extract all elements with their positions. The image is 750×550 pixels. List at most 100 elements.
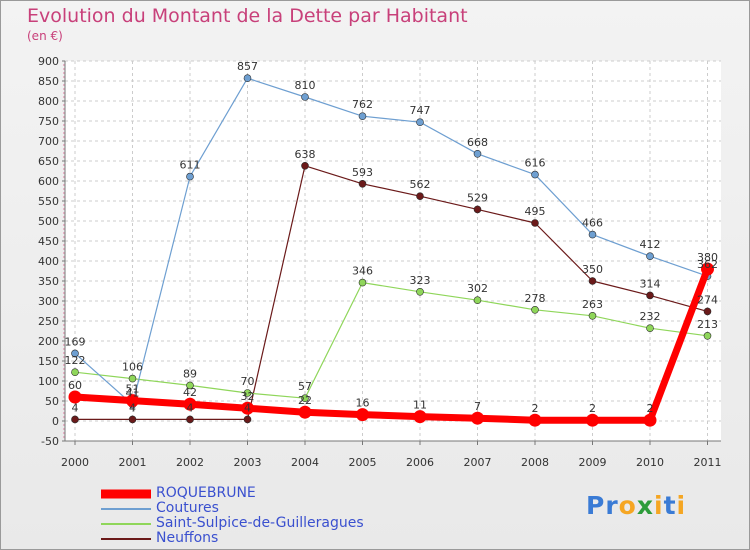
data-label-roquebrune: 2 — [647, 402, 654, 415]
x-tick-label: 2009 — [579, 456, 607, 469]
y-tick-label: 400 — [38, 255, 59, 268]
data-point-neuffons — [128, 415, 137, 424]
data-label-coutures: 41 — [126, 387, 140, 400]
data-label-roquebrune: 42 — [183, 386, 197, 399]
x-tick-label: 2011 — [694, 456, 722, 469]
y-tick-label: 250 — [38, 315, 59, 328]
data-label-roquebrune: 380 — [697, 251, 718, 264]
data-point-saint-sulpice-de-guilleragues — [703, 331, 712, 340]
data-label-saint-sulpice-de-guilleragues: 89 — [183, 367, 197, 380]
data-label-coutures: 762 — [352, 98, 373, 111]
data-label-coutures: 616 — [525, 157, 546, 170]
brand-letter: P — [586, 491, 606, 520]
data-point-saint-sulpice-de-guilleragues — [358, 278, 367, 287]
data-point-neuffons — [243, 415, 252, 424]
brand-letter: o — [618, 491, 637, 520]
data-label-neuffons: 4 — [187, 401, 194, 414]
data-label-coutures: 362 — [697, 258, 718, 271]
chart-subtitle: (en €) — [27, 29, 63, 43]
data-label-neuffons: 638 — [295, 148, 316, 161]
data-label-coutures: 810 — [295, 79, 316, 92]
series-line-neuffons — [74, 165, 709, 420]
data-label-coutures: 857 — [237, 60, 258, 73]
data-point-roquebrune — [241, 401, 254, 415]
data-point-saint-sulpice-de-guilleragues — [71, 368, 79, 377]
data-point-coutures — [473, 150, 482, 158]
y-tick-label: 850 — [38, 75, 59, 88]
data-point-roquebrune — [586, 413, 599, 427]
data-point-saint-sulpice-de-guilleragues — [243, 389, 252, 397]
y-tick-label: 200 — [38, 335, 59, 348]
data-label-roquebrune: 2 — [532, 402, 539, 415]
data-label-saint-sulpice-de-guilleragues: 323 — [410, 274, 431, 287]
x-tick-label: 2010 — [636, 456, 664, 469]
x-tick-label: 2004 — [291, 456, 319, 469]
data-point-coutures — [186, 172, 194, 181]
y-tick-label: 0 — [52, 415, 59, 428]
series-layer — [68, 74, 714, 427]
y-tick-label: 600 — [38, 175, 59, 188]
data-label-roquebrune: 22 — [298, 394, 312, 407]
brand-letter: t — [663, 491, 677, 520]
y-tick-label: 300 — [38, 295, 59, 308]
y-tick-label: 150 — [38, 355, 59, 368]
data-point-coutures — [358, 112, 367, 120]
data-point-saint-sulpice-de-guilleragues — [128, 374, 137, 383]
data-point-coutures — [243, 74, 252, 82]
data-label-neuffons: 350 — [582, 263, 603, 276]
y-tick-label: 750 — [38, 115, 59, 128]
data-point-coutures — [588, 230, 597, 239]
data-label-coutures: 668 — [467, 136, 488, 149]
data-label-saint-sulpice-de-guilleragues: 122 — [65, 354, 86, 367]
x-tick-label: 2003 — [234, 456, 262, 469]
y-tick-label: 550 — [38, 195, 59, 208]
data-point-saint-sulpice-de-guilleragues — [588, 311, 597, 320]
data-point-roquebrune — [298, 405, 312, 419]
data-label-saint-sulpice-de-guilleragues: 70 — [241, 375, 255, 388]
proxiti-logo: Proxiti — [586, 491, 686, 520]
data-point-neuffons — [531, 219, 539, 227]
data-label-neuffons: 562 — [410, 178, 431, 191]
data-label-neuffons: 314 — [640, 277, 661, 290]
y-tick-label: 800 — [38, 95, 59, 108]
x-tick-label: 2000 — [61, 456, 89, 469]
y-tick-label: 50 — [45, 395, 59, 408]
y-tick-label: 450 — [38, 235, 59, 248]
x-tick-label: 2007 — [464, 456, 492, 469]
data-label-saint-sulpice-de-guilleragues: 302 — [467, 282, 488, 295]
data-label-coutures: 169 — [65, 335, 86, 348]
legend-label-roquebrune: ROQUEBRUNE — [156, 485, 256, 501]
brand-letter: i — [654, 491, 664, 520]
legend-label-saint-sulpice: Saint-Sulpice-de-Guilleragues — [156, 515, 364, 531]
y-tick-label: 650 — [38, 155, 59, 168]
legend-swatches — [101, 489, 151, 540]
data-point-neuffons — [301, 162, 309, 170]
y-tick-label: 700 — [38, 135, 59, 148]
data-label-neuffons: 4 — [72, 401, 79, 414]
data-point-neuffons — [646, 291, 654, 300]
series-line-roquebrune — [71, 265, 711, 424]
plot-background — [65, 61, 721, 441]
data-point-coutures — [71, 349, 79, 358]
legend-label-neuffons: Neuffons — [156, 530, 219, 546]
data-point-roquebrune — [183, 397, 197, 411]
x-tick-label: 2005 — [349, 456, 377, 469]
data-label-roquebrune: 32 — [241, 390, 255, 403]
legend-label-coutures: Coutures — [156, 500, 219, 516]
data-point-neuffons — [358, 180, 367, 188]
y-tick-label: -50 — [41, 435, 59, 448]
data-point-roquebrune — [413, 410, 427, 424]
data-point-roquebrune — [701, 262, 714, 276]
data-point-roquebrune — [126, 394, 139, 408]
y-tick-label: 500 — [38, 215, 59, 228]
chart-title: Evolution du Montant de la Dette par Hab… — [27, 5, 468, 27]
data-label-roquebrune: 7 — [474, 400, 481, 413]
data-label-neuffons: 593 — [352, 166, 373, 179]
data-label-neuffons: 495 — [525, 205, 546, 218]
data-point-saint-sulpice-de-guilleragues — [301, 394, 309, 403]
data-point-neuffons — [473, 205, 482, 214]
data-label-saint-sulpice-de-guilleragues: 106 — [122, 361, 143, 374]
data-label-roquebrune: 11 — [413, 399, 427, 412]
